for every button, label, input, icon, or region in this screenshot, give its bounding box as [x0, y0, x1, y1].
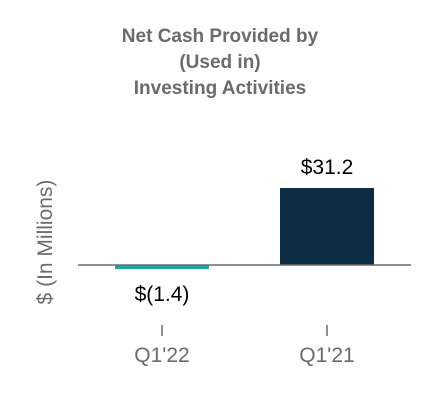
bar-0: [115, 265, 209, 269]
chart-title: Net Cash Provided by (Used in) Investing…: [60, 24, 380, 102]
data-label-0: $(1.4): [135, 283, 190, 306]
x-tick-label-0: Q1'22: [134, 344, 189, 367]
chart-title-line-1: Net Cash Provided by: [121, 26, 319, 47]
data-label-1: $31.2: [301, 156, 354, 179]
y-axis-label: $ (In Millions): [34, 180, 57, 305]
chart-title-line-2: (Used in): [179, 52, 261, 73]
chart-title-line-3: Investing Activities: [133, 78, 307, 99]
bar-1: [280, 188, 374, 265]
x-tick-label-1: Q1'21: [299, 344, 354, 367]
